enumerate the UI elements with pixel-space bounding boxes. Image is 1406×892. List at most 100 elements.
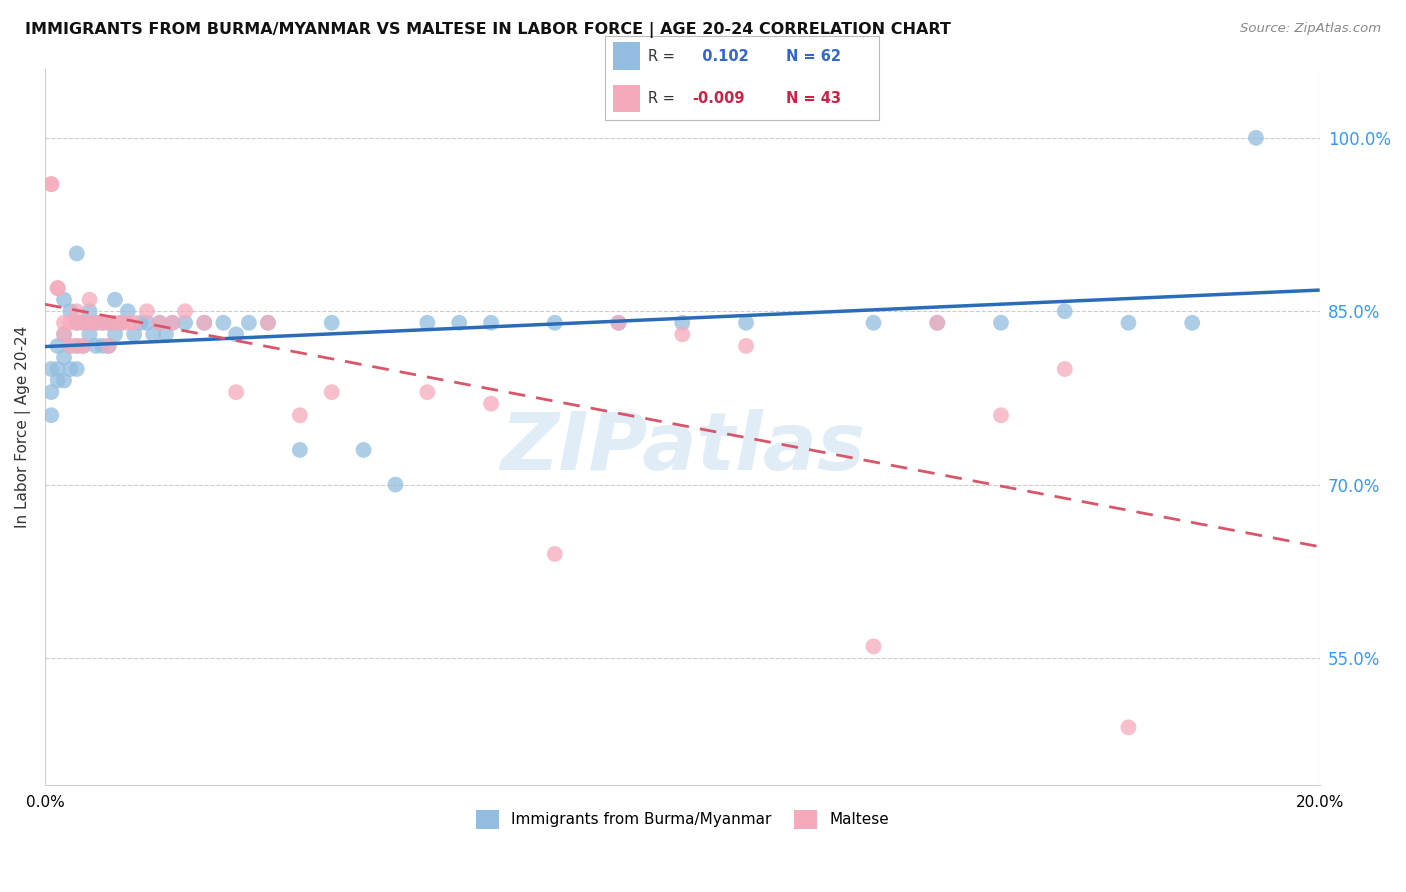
Point [1053,362,1076,376]
Point [607,316,630,330]
Point [91,316,114,330]
Point [238,316,260,330]
Point [97,316,120,330]
Point [142,327,165,342]
Point [479,316,502,330]
Point [110,316,132,330]
Text: ZIPatlas: ZIPatlas [499,409,865,487]
Point [212,316,235,330]
Point [135,316,157,330]
Point [46,281,69,295]
Text: R =: R = [648,48,675,63]
Point [39,385,62,400]
Point [607,316,630,330]
Bar [613,43,640,70]
Point [84,339,107,353]
Point [1118,316,1140,330]
Point [288,442,311,457]
Text: Source: ZipAtlas.com: Source: ZipAtlas.com [1240,22,1381,36]
Point [91,316,114,330]
Point [66,316,89,330]
Point [46,374,69,388]
Point [72,339,94,353]
Point [671,316,693,330]
Point [72,316,94,330]
Point [862,640,884,654]
Point [53,351,76,365]
Point [671,327,693,342]
Point [735,316,758,330]
Point [79,304,101,318]
Bar [613,85,640,112]
Point [66,362,89,376]
Legend: Immigrants from Burma/Myanmar, Maltese: Immigrants from Burma/Myanmar, Maltese [470,804,896,835]
Point [110,316,132,330]
Point [288,409,311,423]
Point [53,293,76,307]
Point [104,327,127,342]
Point [544,316,567,330]
Point [1053,304,1076,318]
Point [122,327,145,342]
Point [117,316,139,330]
Point [1118,720,1140,734]
Point [862,316,884,330]
Point [53,374,76,388]
Point [59,339,82,353]
Point [735,339,758,353]
Point [927,316,949,330]
Text: R =: R = [648,91,675,106]
Point [79,327,101,342]
Point [174,316,197,330]
Point [449,316,471,330]
Point [79,316,101,330]
Point [59,339,82,353]
Point [321,316,343,330]
Point [97,316,120,330]
Point [117,304,139,318]
Point [39,409,62,423]
Point [1244,131,1267,145]
Text: 0.102: 0.102 [692,48,749,63]
Text: N = 43: N = 43 [786,91,841,106]
Point [122,316,145,330]
Y-axis label: In Labor Force | Age 20-24: In Labor Force | Age 20-24 [15,326,31,528]
Point [59,316,82,330]
Point [91,339,114,353]
Point [149,316,172,330]
Point [225,327,247,342]
Point [39,177,62,191]
Point [46,362,69,376]
Point [162,316,184,330]
Point [193,316,215,330]
Point [479,397,502,411]
Point [46,281,69,295]
Point [46,339,69,353]
Point [97,339,120,353]
Point [257,316,280,330]
Point [1181,316,1204,330]
Text: N = 62: N = 62 [786,48,841,63]
Point [129,316,152,330]
Point [149,316,172,330]
Point [66,246,89,260]
Point [97,339,120,353]
Point [225,385,247,400]
Point [84,316,107,330]
Point [135,304,157,318]
Point [353,442,375,457]
Point [53,316,76,330]
Point [66,316,89,330]
Point [53,327,76,342]
Point [544,547,567,561]
Point [193,316,215,330]
Point [174,304,197,318]
Point [416,385,439,400]
Point [384,477,406,491]
Text: -0.009: -0.009 [692,91,745,106]
Point [104,316,127,330]
Point [66,339,89,353]
Point [84,316,107,330]
Point [990,409,1012,423]
Point [39,362,62,376]
